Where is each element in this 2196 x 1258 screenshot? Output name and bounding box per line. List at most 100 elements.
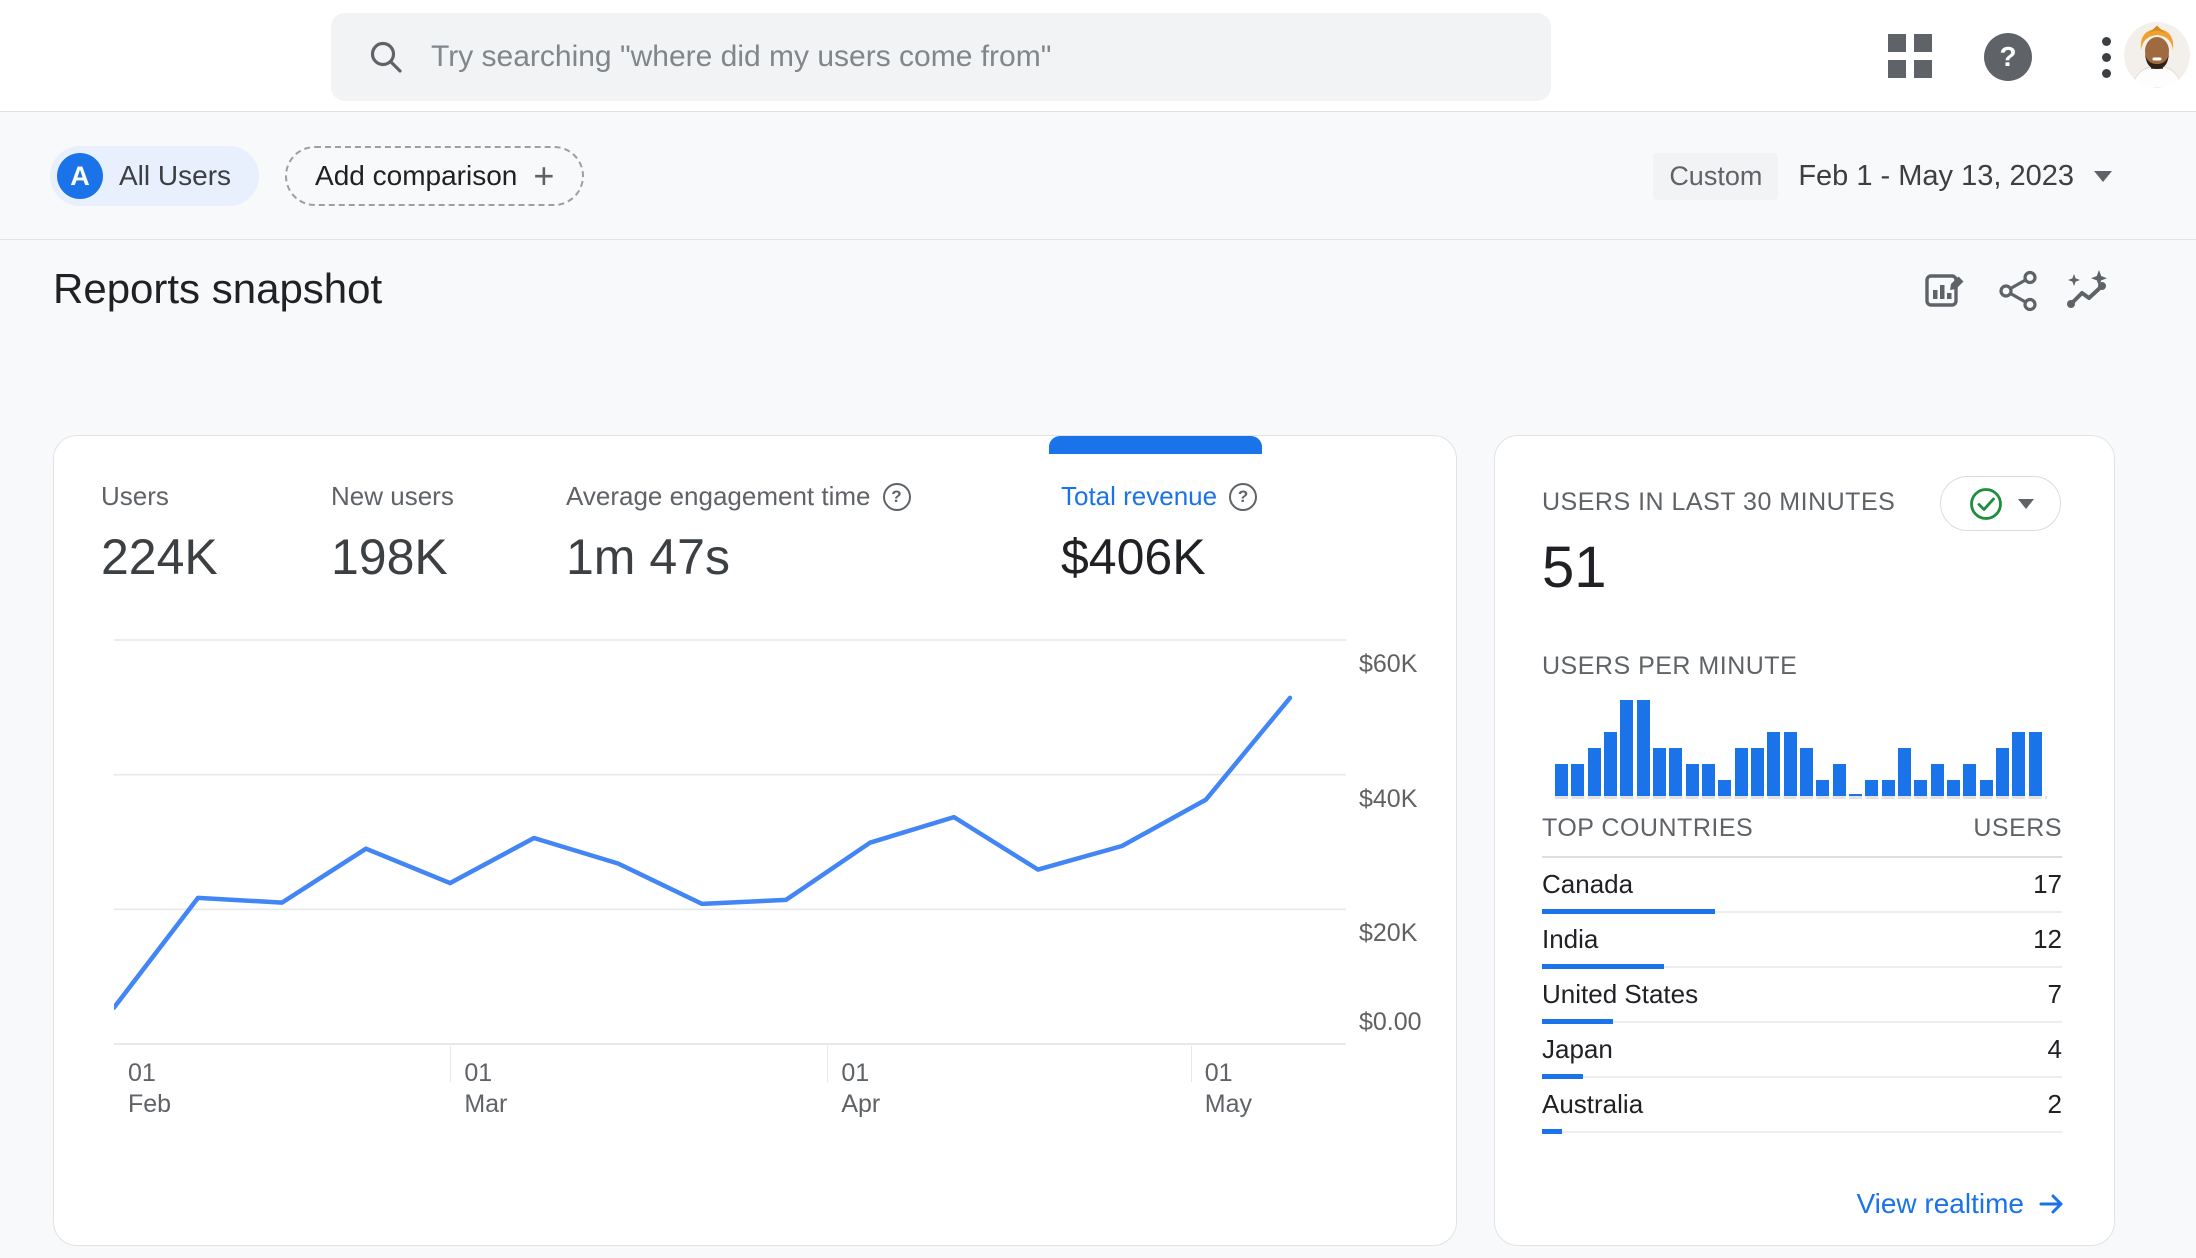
users-header: USERS [1973,814,2062,843]
more-vertical-icon[interactable] [2088,32,2124,82]
country-users: 7 [2048,979,2062,1010]
top-countries-header: TOP COUNTRIES [1542,814,1753,843]
ga-reports-snapshot-page: ? A All Users [0,0,2196,1258]
minute-bar [1620,700,1633,796]
y-axis-tick-label: $40K [1359,785,1417,814]
country-users: 12 [2033,924,2062,955]
insights-icon[interactable] [2064,268,2110,314]
metric-value: 224K [101,528,218,586]
minute-bar [1882,780,1895,796]
country-row: Japan 4 [1542,1023,2062,1078]
minute-bar [1751,748,1764,796]
grid-square [1888,60,1906,78]
country-row: India 12 [1542,913,2062,968]
help-icon[interactable]: ? [1984,33,2032,81]
x-axis-tick-label: 01May [1205,1058,1252,1120]
month-tick [450,1046,451,1082]
grid-square [1914,60,1932,78]
search-icon [367,38,405,76]
users-last-30min-value: 51 [1542,534,1607,601]
minute-bar [1800,748,1813,796]
revenue-line-chart [114,639,1346,1045]
active-metric-indicator [1049,436,1262,454]
chevron-down-icon [2094,171,2112,182]
country-row: United States 7 [1542,968,2062,1023]
x-axis-tick-label: 01Mar [464,1058,507,1120]
minute-bar [1996,748,2009,796]
avatar-image [2124,22,2190,88]
all-users-chip[interactable]: A All Users [50,146,259,206]
minute-bar [1718,780,1731,796]
metric-tab-new-users[interactable]: New users 198K [331,481,454,586]
realtime-title: USERS IN LAST 30 MINUTES [1542,488,1895,517]
minute-bar [1898,748,1911,796]
x-axis-tick-label: 01Feb [128,1058,171,1120]
minute-bar [1833,764,1846,796]
metric-tab-users[interactable]: Users 224K [101,481,218,586]
help-icon[interactable]: ? [1229,483,1257,511]
dot [2102,69,2111,78]
arrow-right-icon [2038,1190,2066,1218]
share-glyph [1996,268,2042,314]
minute-bar [1555,764,1568,796]
minute-bar [1604,732,1617,796]
minute-bar [1784,732,1797,796]
overview-card: Users 224K New users 198K Average engage… [53,435,1457,1246]
share-icon[interactable] [1996,268,2042,314]
y-axis-tick-label: $60K [1359,650,1417,679]
date-range-selector[interactable]: Custom Feb 1 - May 13, 2023 [1653,113,2112,240]
add-comparison-button[interactable]: Add comparison + [285,146,584,206]
month-tick [827,1046,828,1082]
plus-icon: + [533,155,554,197]
minute-bar [2012,732,2025,796]
realtime-status-dropdown[interactable] [1940,476,2061,531]
country-users: 2 [2048,1089,2062,1120]
grid-square [1888,34,1906,52]
add-comparison-label: Add comparison [315,160,517,192]
search-bar[interactable] [331,13,1551,101]
comparison-bar: A All Users Add comparison + Custom Feb … [0,113,2196,240]
minute-bar [1865,780,1878,796]
metric-tab-avg-engagement-time[interactable]: Average engagement time ? 1m 47s [566,481,911,586]
metric-label: Users [101,481,169,512]
country-users: 17 [2033,869,2062,900]
help-icon[interactable]: ? [883,483,911,511]
country-name: India [1542,924,1598,955]
customize-report-glyph [1922,268,1968,314]
minute-bar [2029,732,2042,796]
minute-bar [1914,780,1927,796]
view-realtime-link[interactable]: View realtime [1856,1188,2066,1220]
country-row: Australia 2 [1542,1078,2062,1133]
metric-value: 198K [331,528,454,586]
minute-bar [1816,780,1829,796]
x-axis-tick-label: 01Apr [841,1058,880,1120]
country-name: Japan [1542,1034,1613,1065]
minute-bar [1637,700,1650,796]
minute-bar [1735,748,1748,796]
country-name: United States [1542,979,1698,1010]
y-axis-tick-label: $20K [1359,919,1417,948]
minute-bar [1588,748,1601,796]
grid-square [1914,34,1932,52]
top-countries-table: Canada 17 India 12 United States 7 Japan 4 Austr… [1542,858,2062,1133]
date-range-type: Custom [1653,153,1778,200]
minute-bar [1963,764,1976,796]
check-circle-icon [1968,486,2004,522]
country-users: 4 [2048,1034,2062,1065]
minute-bar [1571,764,1584,796]
metric-label: New users [331,481,454,512]
customize-report-icon[interactable] [1922,268,1968,314]
apps-grid-icon[interactable] [1888,34,1934,80]
avatar[interactable] [2124,22,2190,88]
metric-label: Total revenue [1061,481,1217,512]
realtime-card: USERS IN LAST 30 MINUTES 51 USERS PER MI… [1494,435,2115,1246]
segment-badge: A [57,153,103,199]
metric-tab-total-revenue[interactable]: Total revenue ? $406K [1061,481,1257,586]
page-title: Reports snapshot [53,265,382,313]
dot [2102,53,2111,62]
country-name: Canada [1542,869,1633,900]
country-name: Australia [1542,1089,1643,1120]
chevron-down-icon [2018,499,2034,509]
search-input[interactable] [431,40,1481,74]
minute-bar [1653,748,1666,796]
